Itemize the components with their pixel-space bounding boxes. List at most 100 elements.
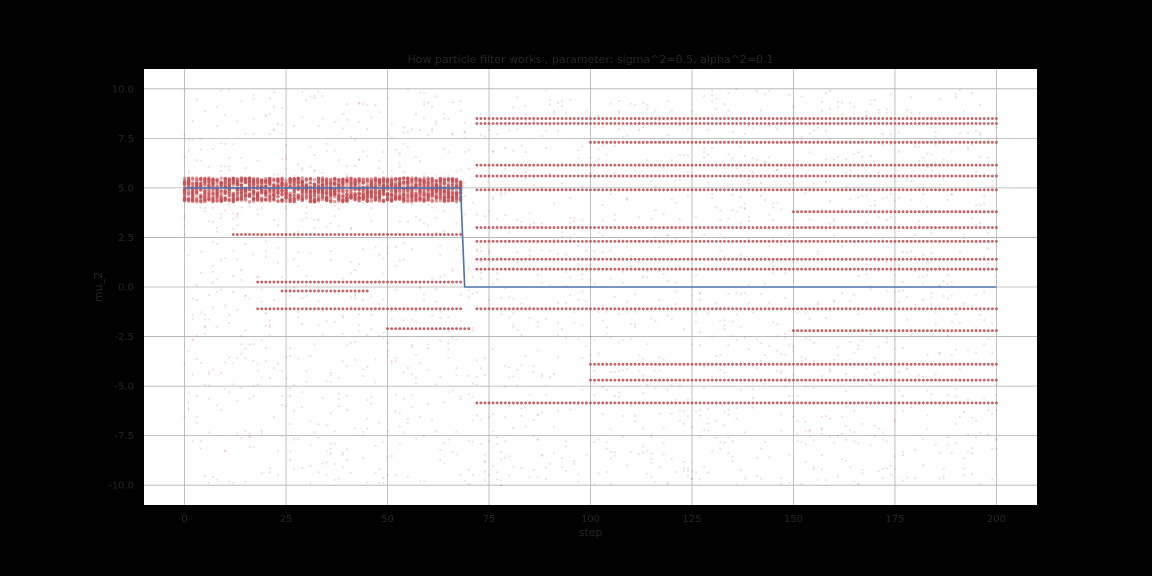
faint-particle — [382, 151, 384, 153]
faint-particle — [987, 157, 989, 159]
faint-particle — [943, 138, 945, 140]
faint-particle — [317, 218, 319, 220]
cluster-particle — [203, 178, 206, 181]
faint-particle — [545, 89, 547, 91]
track-particle — [825, 226, 828, 229]
faint-particle — [504, 416, 506, 418]
track-particle — [618, 164, 621, 167]
faint-particle — [878, 427, 880, 429]
faint-particle — [740, 222, 742, 224]
track-particle — [841, 188, 844, 191]
faint-particle — [212, 306, 214, 308]
faint-particle — [504, 168, 506, 170]
faint-particle — [971, 473, 973, 475]
faint-particle — [865, 263, 867, 265]
track-particle — [333, 233, 336, 236]
track-particle — [788, 240, 791, 243]
faint-particle — [378, 482, 380, 484]
faint-particle — [362, 375, 364, 377]
faint-particle — [557, 410, 559, 412]
faint-particle — [407, 422, 409, 424]
track-particle — [638, 258, 641, 261]
track-particle — [561, 188, 564, 191]
faint-particle — [756, 475, 758, 477]
track-particle — [406, 233, 409, 236]
track-particle — [492, 117, 495, 120]
faint-particle — [719, 219, 721, 221]
faint-particle — [934, 161, 936, 163]
faint-particle — [910, 406, 912, 408]
faint-particle — [805, 461, 807, 463]
track-particle — [240, 233, 243, 236]
faint-particle — [192, 440, 194, 442]
faint-particle — [967, 398, 969, 400]
faint-particle — [460, 474, 462, 476]
faint-particle — [297, 237, 299, 239]
track-particle — [654, 175, 657, 178]
track-particle — [565, 258, 568, 261]
faint-particle — [480, 272, 482, 274]
track-particle — [638, 175, 641, 178]
track-particle — [605, 164, 608, 167]
track-particle — [289, 281, 292, 284]
faint-particle — [480, 278, 482, 280]
faint-particle — [882, 133, 884, 135]
track-particle — [492, 226, 495, 229]
faint-particle — [581, 145, 583, 147]
faint-particle — [545, 385, 547, 387]
faint-particle — [443, 401, 445, 403]
track-particle — [853, 122, 856, 125]
track-particle — [954, 175, 957, 178]
faint-particle — [626, 368, 628, 370]
faint-particle — [849, 341, 851, 343]
cluster-particle — [313, 178, 316, 181]
track-particle — [995, 226, 998, 229]
track-particle — [991, 240, 994, 243]
faint-particle — [861, 472, 863, 474]
track-particle — [536, 258, 539, 261]
faint-particle — [707, 154, 709, 156]
track-particle — [573, 188, 576, 191]
faint-particle — [723, 442, 725, 444]
faint-particle — [192, 338, 194, 340]
track-particle — [532, 188, 535, 191]
faint-particle — [313, 219, 315, 221]
cluster-particle — [378, 180, 381, 183]
faint-particle — [451, 134, 453, 136]
track-particle — [841, 226, 844, 229]
track-particle — [512, 117, 515, 120]
track-particle — [987, 117, 990, 120]
track-particle — [991, 122, 994, 125]
faint-particle — [411, 203, 413, 205]
track-particle — [370, 233, 373, 236]
faint-particle — [898, 371, 900, 373]
faint-particle — [427, 224, 429, 226]
faint-particle — [236, 258, 238, 260]
faint-particle — [760, 182, 762, 184]
faint-particle — [614, 145, 616, 147]
track-particle — [812, 188, 815, 191]
faint-particle — [342, 360, 344, 362]
faint-particle — [476, 291, 478, 293]
track-particle — [914, 117, 917, 120]
track-particle — [362, 307, 365, 310]
faint-particle — [524, 425, 526, 427]
track-particle — [906, 175, 909, 178]
track-particle — [861, 226, 864, 229]
track-particle — [536, 164, 539, 167]
track-particle — [277, 233, 280, 236]
cluster-particle — [199, 193, 202, 196]
faint-particle — [784, 167, 786, 169]
faint-particle — [975, 294, 977, 296]
track-particle — [971, 226, 974, 229]
track-particle — [613, 226, 616, 229]
track-particle — [780, 164, 783, 167]
faint-particle — [354, 165, 356, 167]
cluster-particle — [284, 196, 287, 199]
track-particle — [484, 226, 487, 229]
track-particle — [435, 233, 438, 236]
faint-particle — [330, 372, 332, 374]
faint-particle — [297, 251, 299, 253]
faint-particle — [606, 471, 608, 473]
track-particle — [277, 307, 280, 310]
